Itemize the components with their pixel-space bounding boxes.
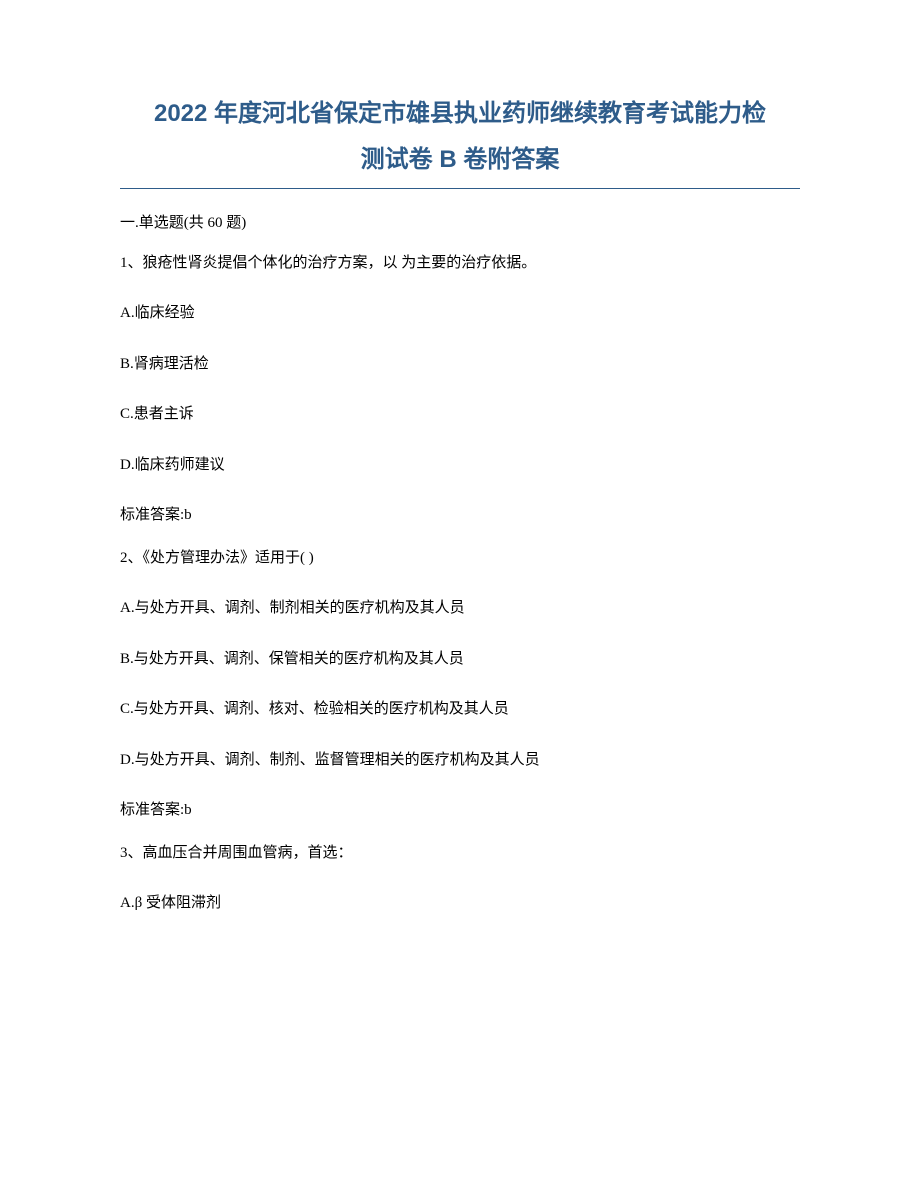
option-d: D.临床药师建议 [120, 454, 800, 477]
option-a: A.临床经验 [120, 302, 800, 325]
option-d: D.与处方开具、调剂、制剂、监督管理相关的医疗机构及其人员 [120, 749, 800, 772]
answer-text: 标准答案:b [120, 504, 800, 527]
option-a: A.与处方开具、调剂、制剂相关的医疗机构及其人员 [120, 597, 800, 620]
question-text: 1、狼疮性肾炎提倡个体化的治疗方案，以 为主要的治疗依据。 [120, 252, 800, 275]
question-text: 3、高血压合并周围血管病，首选： [120, 842, 800, 865]
option-b: B.肾病理活检 [120, 353, 800, 376]
question-text: 2、《处方管理办法》适用于( ) [120, 547, 800, 570]
document-title-line2: 测试卷 B 卷附答案 [120, 141, 800, 179]
title-divider [120, 188, 800, 189]
option-a: A.β 受体阻滞剂 [120, 892, 800, 915]
answer-text: 标准答案:b [120, 799, 800, 822]
option-c: C.与处方开具、调剂、核对、检验相关的医疗机构及其人员 [120, 698, 800, 721]
section-header: 一.单选题(共 60 题) [120, 211, 800, 232]
document-title-line1: 2022 年度河北省保定市雄县执业药师继续教育考试能力检 [120, 95, 800, 133]
option-c: C.患者主诉 [120, 403, 800, 426]
option-b: B.与处方开具、调剂、保管相关的医疗机构及其人员 [120, 648, 800, 671]
